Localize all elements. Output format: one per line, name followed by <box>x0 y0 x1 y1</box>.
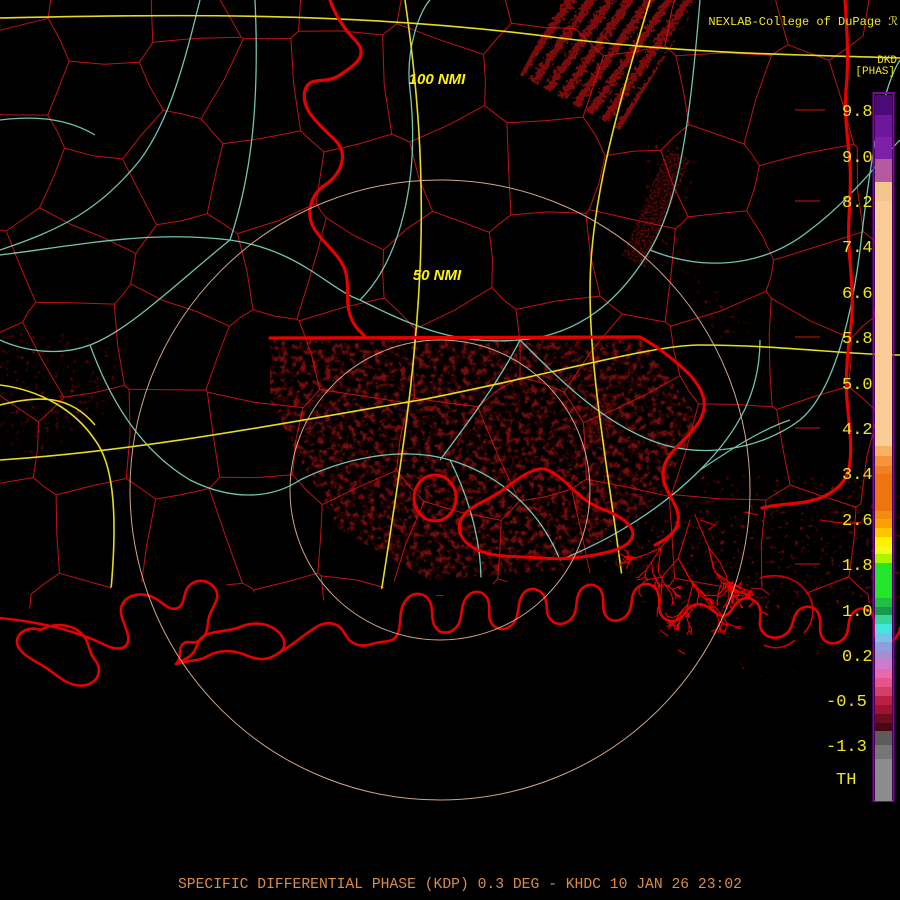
svg-text:50 NMI: 50 NMI <box>413 267 462 284</box>
svg-text:100 NMI: 100 NMI <box>409 71 467 88</box>
svg-text:1.8: 1.8 <box>842 557 873 576</box>
svg-text:5.8: 5.8 <box>842 330 873 349</box>
svg-text:9.0: 9.0 <box>842 149 873 168</box>
svg-text:3.4: 3.4 <box>842 466 873 485</box>
svg-text:NEXLAB-College of DuPage ℛ: NEXLAB-College of DuPage ℛ <box>708 15 898 29</box>
svg-text:-0.5: -0.5 <box>826 693 867 712</box>
svg-text:TH: TH <box>836 771 856 790</box>
svg-text:5.0: 5.0 <box>842 376 873 395</box>
svg-text:4.2: 4.2 <box>842 421 873 440</box>
svg-text:[PHAS]: [PHAS] <box>855 66 895 78</box>
svg-text:2.6: 2.6 <box>842 512 873 531</box>
svg-text:8.2: 8.2 <box>842 194 873 213</box>
svg-text:0.2: 0.2 <box>842 648 873 667</box>
svg-text:SPECIFIC DIFFERENTIAL PHASE (K: SPECIFIC DIFFERENTIAL PHASE (KDP) 0.3 DE… <box>178 877 742 893</box>
svg-text:-1.3: -1.3 <box>826 738 867 757</box>
svg-text:7.4: 7.4 <box>842 239 873 258</box>
svg-text:1.0: 1.0 <box>842 603 873 622</box>
svg-text:6.6: 6.6 <box>842 285 873 304</box>
svg-text:9.8: 9.8 <box>842 103 873 122</box>
